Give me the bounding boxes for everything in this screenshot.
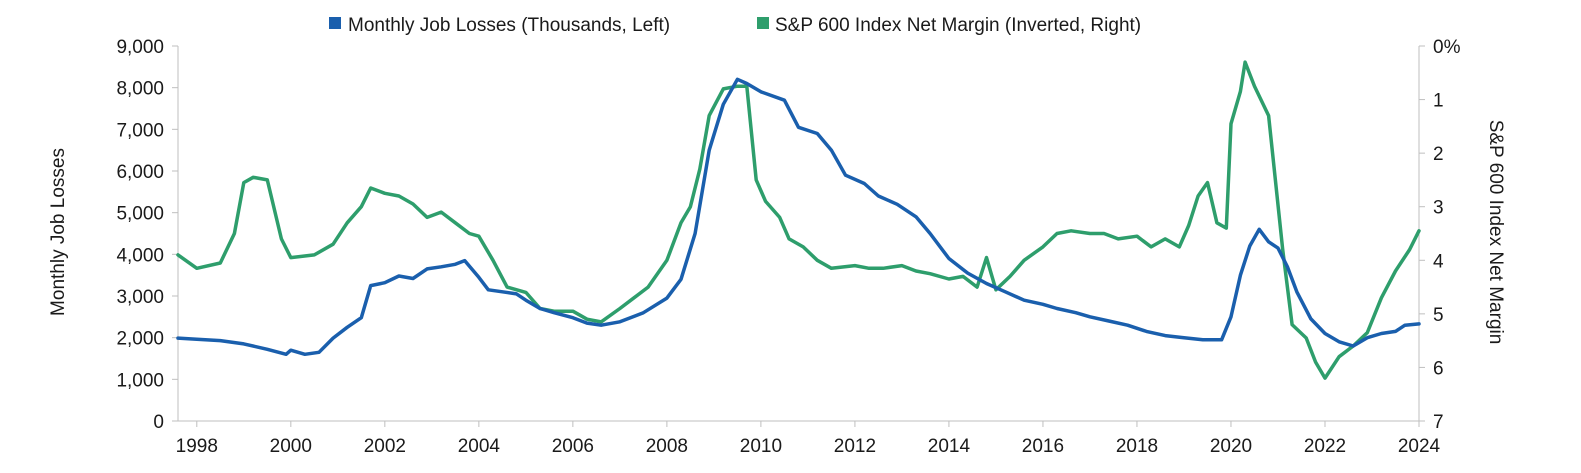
right-axis-ticks: 0% 1 2 3 4 5 6 7 — [1419, 37, 1461, 433]
right-tick-label: 5 — [1433, 305, 1444, 326]
x-tick-label: 2010 — [740, 436, 782, 457]
right-tick-label: 4 — [1433, 251, 1444, 272]
left-tick-label: 1,000 — [116, 370, 164, 391]
x-tick-label: 1998 — [176, 436, 218, 457]
x-tick-label: 2014 — [928, 436, 971, 457]
x-tick-label: 2002 — [364, 436, 406, 457]
left-tick-label: 4,000 — [116, 245, 164, 266]
x-tick-label: 2024 — [1398, 436, 1441, 457]
left-tick-label: 3,000 — [116, 287, 164, 308]
x-tick-label: 2022 — [1304, 436, 1346, 457]
x-tick-label: 2004 — [458, 436, 501, 457]
right-tick-label: 2 — [1433, 144, 1444, 165]
x-axis-ticks: 1998 2000 2002 2004 2006 2008 2010 2012 2014 2016… — [176, 421, 1441, 457]
left-tick-label: 9,000 — [116, 37, 164, 58]
left-axis-ticks: 0 1,000 2,000 3,000 4,000 5,000 6,000 7,000 8,00… — [116, 37, 178, 433]
x-tick-label: 2006 — [552, 436, 594, 457]
x-tick-label: 2012 — [834, 436, 876, 457]
left-tick-label: 6,000 — [116, 162, 164, 183]
right-axis-title: S&P 600 Index Net Margin — [1485, 120, 1506, 345]
x-tick-label: 2020 — [1210, 436, 1252, 457]
series-line-job-losses — [176, 77, 1421, 357]
legend-label-job-losses: Monthly Job Losses (Thousands, Left) — [348, 15, 670, 36]
right-tick-label: 1 — [1433, 91, 1444, 112]
left-tick-label: 2,000 — [116, 329, 164, 350]
left-axis-title: Monthly Job Losses — [48, 148, 69, 316]
legend-swatch-net-margin — [757, 17, 769, 29]
left-tick-label: 8,000 — [116, 79, 164, 100]
series-line-net-margin — [176, 60, 1421, 380]
x-tick-label: 2016 — [1022, 436, 1064, 457]
x-tick-label: 2018 — [1116, 436, 1158, 457]
x-tick-label: 2000 — [270, 436, 312, 457]
right-tick-label: 6 — [1433, 358, 1444, 379]
left-tick-label: 7,000 — [116, 120, 164, 141]
right-tick-label: 3 — [1433, 198, 1444, 219]
legend: Monthly Job Losses (Thousands, Left) S&P… — [329, 15, 1141, 36]
left-tick-label: 5,000 — [116, 204, 164, 225]
right-tick-label: 7 — [1433, 412, 1444, 433]
legend-label-net-margin: S&P 600 Index Net Margin (Inverted, Righ… — [775, 15, 1141, 36]
legend-swatch-job-losses — [329, 17, 341, 29]
right-tick-label: 0% — [1433, 37, 1461, 58]
x-tick-label: 2008 — [646, 436, 688, 457]
left-tick-label: 0 — [153, 412, 164, 433]
